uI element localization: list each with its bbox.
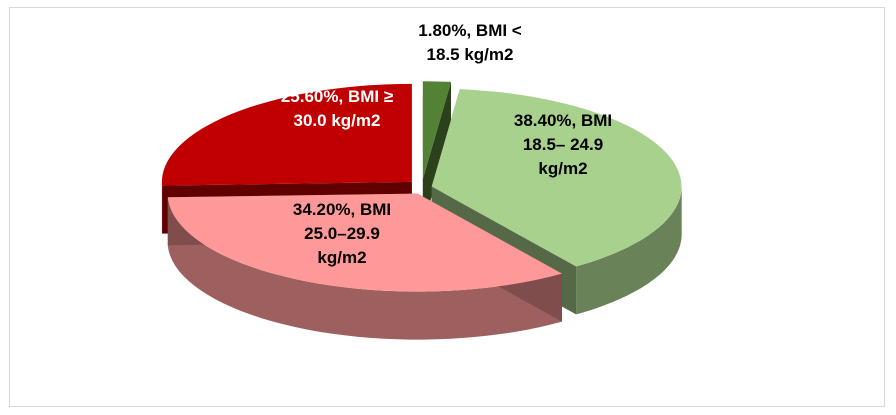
pie-slice-1 bbox=[431, 89, 682, 267]
pie-slice-2 bbox=[167, 193, 563, 292]
pie-slice-label-1: 38.40%, BMI 18.5– 24.9 kg/m2 bbox=[514, 111, 612, 178]
pie-slice-label-0: 1.80%, BMI < 18.5 kg/m2 bbox=[418, 21, 522, 64]
pie-slice-label-line: 1.80%, BMI < bbox=[418, 21, 522, 40]
pie-slice-label-3: 25.60%, BMI ≥ 30.0 kg/m2 bbox=[281, 87, 393, 130]
pie-slice-label-line: 18.5 kg/m2 bbox=[427, 45, 514, 64]
pie-slice-label-line: 18.5– 24.9 bbox=[523, 135, 603, 154]
pie-slice-side-1 bbox=[576, 186, 682, 315]
pie-slice-label-line: kg/m2 bbox=[538, 159, 587, 178]
pie-slice-0 bbox=[422, 81, 451, 180]
pie-slice-label-line: kg/m2 bbox=[317, 248, 366, 267]
pie-labels: 1.80%, BMI < 18.5 kg/m2 38.40%, BMI 18.5– 2… bbox=[281, 21, 612, 267]
pie-slice-cut-0-1 bbox=[422, 81, 451, 228]
pie-slice-label-line: 34.20%, BMI bbox=[293, 200, 391, 219]
pie-tops bbox=[161, 81, 682, 292]
pie-slice-side-2 bbox=[167, 197, 563, 340]
pie-slice-label-line: 25.60%, BMI ≥ bbox=[281, 87, 393, 106]
pie-slice-label-line: 30.0 kg/m2 bbox=[294, 111, 381, 130]
pie-slice-label-line: 38.40%, BMI bbox=[514, 111, 612, 130]
pie-slice-3 bbox=[161, 83, 412, 186]
pie-slice-label-line: 25.0–29.9 bbox=[304, 224, 380, 243]
pie-slice-label-2: 34.20%, BMI 25.0–29.9 kg/m2 bbox=[293, 200, 391, 267]
